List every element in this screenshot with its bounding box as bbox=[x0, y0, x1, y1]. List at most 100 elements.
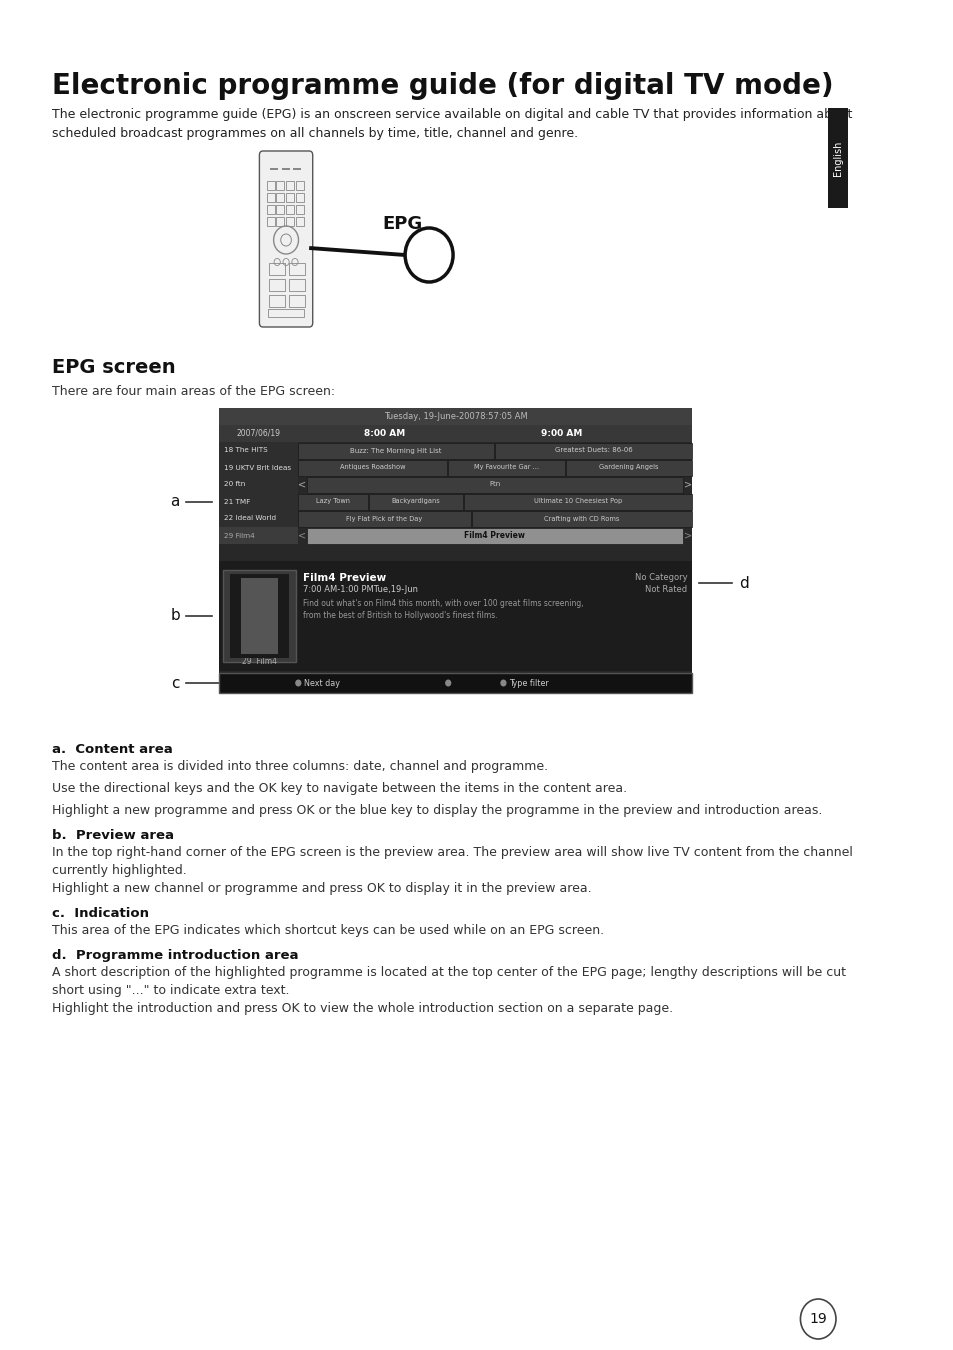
Text: Ultimate 10 Cheesiest Pop: Ultimate 10 Cheesiest Pop bbox=[533, 498, 621, 505]
Text: b: b bbox=[170, 609, 180, 624]
Bar bbox=[219, 674, 691, 693]
Bar bbox=[219, 562, 691, 671]
Bar bbox=[219, 408, 691, 425]
Bar bbox=[307, 477, 682, 493]
Text: >: > bbox=[683, 479, 691, 490]
Text: Ftn: Ftn bbox=[489, 482, 500, 487]
Text: 7:00 AM-1:00 PMTue,19-Jun: 7:00 AM-1:00 PMTue,19-Jun bbox=[303, 585, 417, 594]
Bar bbox=[266, 181, 274, 190]
Text: English: English bbox=[832, 140, 841, 176]
Text: <: < bbox=[297, 479, 306, 490]
Bar bbox=[219, 510, 297, 526]
Bar bbox=[297, 443, 494, 459]
Text: Film4 Preview: Film4 Preview bbox=[303, 572, 386, 583]
Text: The content area is divided into three columns: date, channel and programme.: The content area is divided into three c… bbox=[51, 760, 547, 774]
Text: a: a bbox=[171, 494, 179, 509]
Bar bbox=[223, 570, 295, 662]
Text: Use the directional keys and the OK key to navigate between the items in the con: Use the directional keys and the OK key … bbox=[51, 782, 626, 795]
Text: <: < bbox=[297, 531, 306, 540]
Text: Backyardigans: Backyardigans bbox=[391, 498, 440, 505]
Text: b.  Preview area: b. Preview area bbox=[51, 829, 173, 842]
Text: In the top right-hand corner of the EPG screen is the preview area. The preview : In the top right-hand corner of the EPG … bbox=[51, 846, 852, 878]
Bar bbox=[269, 279, 285, 292]
Bar bbox=[293, 167, 301, 170]
Bar bbox=[276, 205, 284, 215]
Text: Greatest Duets: 86-06: Greatest Duets: 86-06 bbox=[554, 447, 632, 454]
Text: There are four main areas of the EPG screen:: There are four main areas of the EPG scr… bbox=[51, 385, 335, 398]
Text: 8:00 AM: 8:00 AM bbox=[363, 429, 405, 437]
Text: 29 Film4: 29 Film4 bbox=[224, 532, 254, 539]
Text: c: c bbox=[171, 675, 179, 690]
Bar bbox=[219, 425, 691, 441]
Text: Lazy Town: Lazy Town bbox=[315, 498, 350, 505]
Bar bbox=[289, 279, 304, 292]
Bar bbox=[297, 494, 368, 509]
Text: a.  Content area: a. Content area bbox=[51, 743, 172, 756]
Text: Next day: Next day bbox=[303, 679, 339, 687]
Text: Gardening Angels: Gardening Angels bbox=[598, 464, 658, 471]
Bar bbox=[286, 181, 294, 190]
Text: 29  Film4: 29 Film4 bbox=[242, 657, 276, 666]
Bar bbox=[276, 181, 284, 190]
Text: Not Rated: Not Rated bbox=[645, 585, 687, 594]
FancyBboxPatch shape bbox=[259, 151, 313, 327]
Text: A short description of the highlighted programme is located at the top center of: A short description of the highlighted p… bbox=[51, 967, 844, 998]
Text: 2007/06/19: 2007/06/19 bbox=[236, 429, 280, 437]
Text: Fly Flat Pick of the Day: Fly Flat Pick of the Day bbox=[346, 516, 422, 521]
Bar bbox=[281, 167, 290, 170]
Bar bbox=[297, 510, 470, 526]
Text: 22 Ideal World: 22 Ideal World bbox=[224, 516, 275, 521]
Text: 20 ftn: 20 ftn bbox=[224, 482, 245, 487]
Bar bbox=[471, 510, 691, 526]
Circle shape bbox=[800, 1299, 835, 1339]
Bar bbox=[276, 193, 284, 202]
Circle shape bbox=[294, 679, 301, 687]
Text: c.  Indication: c. Indication bbox=[51, 907, 149, 919]
Bar bbox=[240, 578, 277, 653]
Bar bbox=[295, 181, 303, 190]
Text: Film4 Preview: Film4 Preview bbox=[464, 531, 525, 540]
Text: 21 TMF: 21 TMF bbox=[224, 498, 250, 505]
Bar bbox=[463, 494, 691, 509]
Text: Electronic programme guide (for digital TV mode): Electronic programme guide (for digital … bbox=[51, 72, 832, 100]
Text: d: d bbox=[738, 575, 748, 590]
Text: d.  Programme introduction area: d. Programme introduction area bbox=[51, 949, 297, 963]
Circle shape bbox=[445, 679, 451, 687]
Bar bbox=[295, 193, 303, 202]
Bar bbox=[266, 193, 274, 202]
Text: EPG screen: EPG screen bbox=[51, 358, 175, 377]
Bar bbox=[269, 263, 285, 275]
Bar bbox=[219, 526, 297, 544]
Bar bbox=[495, 443, 691, 459]
Bar bbox=[266, 217, 274, 225]
Bar bbox=[827, 108, 846, 208]
Bar bbox=[268, 309, 303, 317]
Text: 9:00 AM: 9:00 AM bbox=[540, 429, 582, 437]
Text: Type filter: Type filter bbox=[508, 679, 548, 687]
Bar bbox=[286, 205, 294, 215]
Text: 18 The HITS: 18 The HITS bbox=[224, 447, 268, 454]
Text: >: > bbox=[683, 531, 691, 540]
Bar bbox=[448, 459, 565, 475]
Bar bbox=[270, 167, 277, 170]
Bar bbox=[286, 217, 294, 225]
Bar bbox=[289, 296, 304, 306]
Text: 19: 19 bbox=[808, 1312, 826, 1326]
Text: Highlight the introduction and press OK to view the whole introduction section o: Highlight the introduction and press OK … bbox=[51, 1002, 672, 1015]
Text: No Category: No Category bbox=[635, 572, 687, 582]
Bar bbox=[219, 459, 297, 477]
Text: EPG: EPG bbox=[381, 215, 422, 234]
Bar bbox=[295, 205, 303, 215]
Bar bbox=[369, 494, 462, 509]
Bar bbox=[219, 493, 297, 510]
Bar bbox=[295, 217, 303, 225]
Bar bbox=[230, 574, 289, 657]
Bar bbox=[276, 217, 284, 225]
Bar bbox=[219, 441, 297, 459]
Circle shape bbox=[499, 679, 506, 687]
Bar bbox=[266, 205, 274, 215]
Text: Tuesday, 19-June-20078:57:05 AM: Tuesday, 19-June-20078:57:05 AM bbox=[383, 412, 527, 421]
Bar bbox=[297, 459, 447, 475]
Text: This area of the EPG indicates which shortcut keys can be used while on an EPG s: This area of the EPG indicates which sho… bbox=[51, 923, 603, 937]
Bar bbox=[286, 193, 294, 202]
